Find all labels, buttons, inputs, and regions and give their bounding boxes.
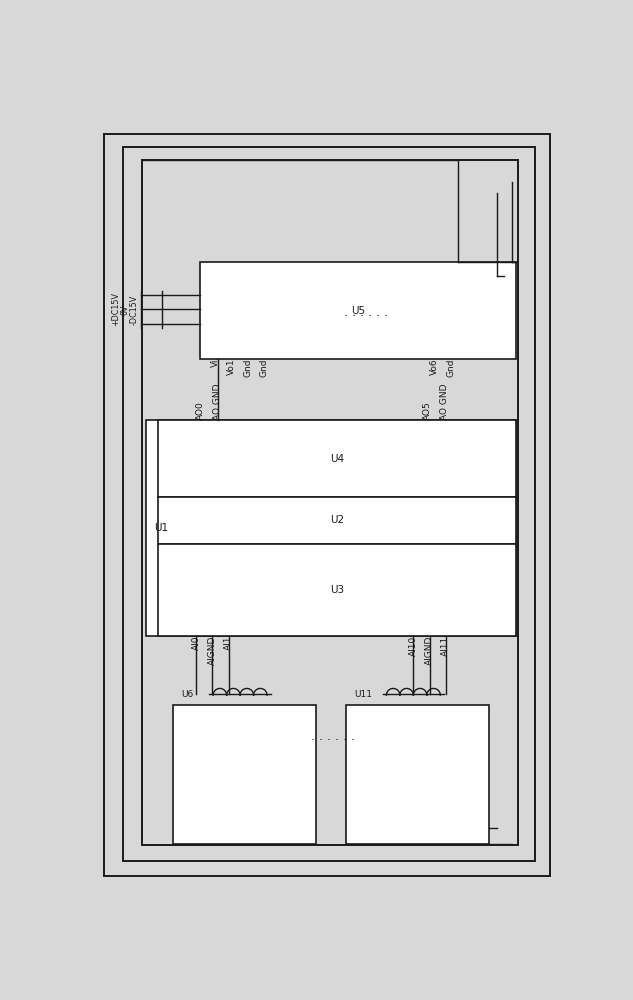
Bar <box>142 160 518 845</box>
Text: U2: U2 <box>330 515 344 525</box>
Text: AO GND: AO GND <box>441 384 449 420</box>
Text: 0V: 0V <box>121 304 130 315</box>
Text: AO0: AO0 <box>196 402 204 420</box>
Text: . . . . . .: . . . . . . <box>311 730 355 742</box>
Text: Gnd: Gnd <box>243 359 253 377</box>
Text: Gnd: Gnd <box>446 359 456 377</box>
Text: U1: U1 <box>154 523 168 533</box>
Text: AIGND: AIGND <box>208 636 217 665</box>
Text: AI0: AI0 <box>192 636 201 650</box>
Bar <box>158 497 516 544</box>
Text: U6: U6 <box>181 690 193 699</box>
Text: AI11: AI11 <box>441 636 450 656</box>
Text: Vo6: Vo6 <box>430 359 439 375</box>
Text: U11: U11 <box>354 690 372 699</box>
Text: Gnd: Gnd <box>260 359 268 377</box>
Bar <box>173 705 316 844</box>
Text: U3: U3 <box>330 585 344 595</box>
Text: -DC15V: -DC15V <box>130 294 139 325</box>
Text: AO GND: AO GND <box>213 384 222 420</box>
Text: +DC15V: +DC15V <box>111 292 121 326</box>
Bar <box>346 705 489 844</box>
Text: Vo1: Vo1 <box>227 359 236 375</box>
Bar <box>158 544 516 636</box>
Text: U5: U5 <box>351 306 365 316</box>
Text: Vi: Vi <box>211 359 220 367</box>
Bar <box>123 147 535 861</box>
Bar <box>200 262 516 359</box>
Text: U4: U4 <box>330 454 344 464</box>
Text: AO5: AO5 <box>423 402 432 420</box>
Text: AIGND: AIGND <box>425 636 434 665</box>
Bar <box>158 420 516 497</box>
Text: AI10: AI10 <box>409 636 418 656</box>
Bar <box>146 420 516 636</box>
Text: . . . . . .: . . . . . . <box>344 306 387 319</box>
Text: AI1: AI1 <box>224 636 233 650</box>
